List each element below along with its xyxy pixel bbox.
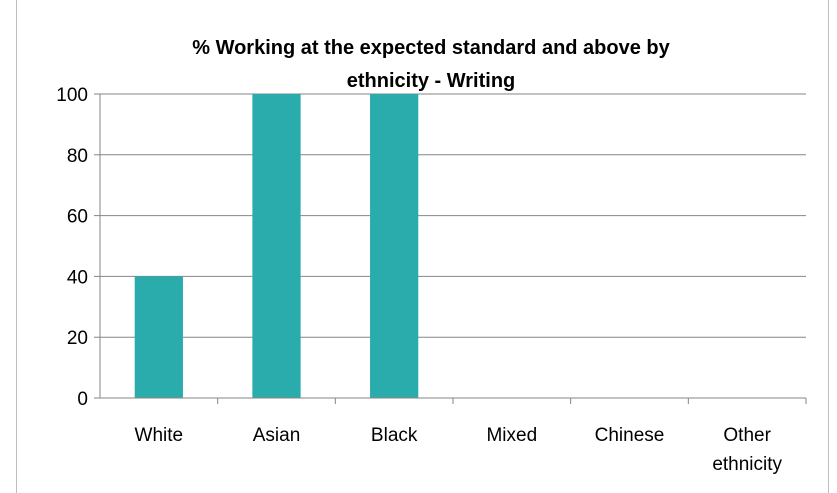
y-tick-label: 0 xyxy=(77,389,88,410)
bar-white xyxy=(134,276,183,398)
bars xyxy=(134,94,419,398)
y-tick-label: 80 xyxy=(67,146,88,167)
x-category-label-line: Chinese xyxy=(595,425,665,446)
gridlines xyxy=(100,93,806,338)
x-category-label-line: Mixed xyxy=(486,425,537,446)
x-category-labels: White Asian Black Mixed Chinese Other ethnicit… xyxy=(135,425,783,475)
chart-title-line-2: ethnicity - Writing xyxy=(347,70,516,92)
axes xyxy=(94,93,807,404)
bar-black xyxy=(370,94,419,398)
x-category-label-line: Asian xyxy=(253,425,301,446)
x-category-label: Asian xyxy=(253,425,301,446)
x-category-label: Chinese xyxy=(595,425,665,446)
y-tick-label: 20 xyxy=(67,328,88,349)
x-category-label: White xyxy=(135,425,184,446)
x-category-label: Black xyxy=(371,425,418,446)
x-category-label: Mixed xyxy=(486,425,537,446)
x-category-label-line: Black xyxy=(371,425,418,446)
x-category-label-line: White xyxy=(135,425,184,446)
y-tick-label: 40 xyxy=(67,267,88,288)
chart-frame xyxy=(16,0,829,493)
y-tick-label: 60 xyxy=(67,207,88,228)
y-tick-labels: 0 20 40 60 80 100 xyxy=(56,85,88,410)
x-category-label: Other ethnicity xyxy=(712,425,782,475)
x-category-label-line: ethnicity xyxy=(712,454,782,475)
x-category-label-line: Other xyxy=(723,425,771,446)
bar-asian xyxy=(252,94,301,398)
y-tick-label: 100 xyxy=(56,85,88,106)
chart-title-line-1: % Working at the expected standard and a… xyxy=(192,37,670,59)
